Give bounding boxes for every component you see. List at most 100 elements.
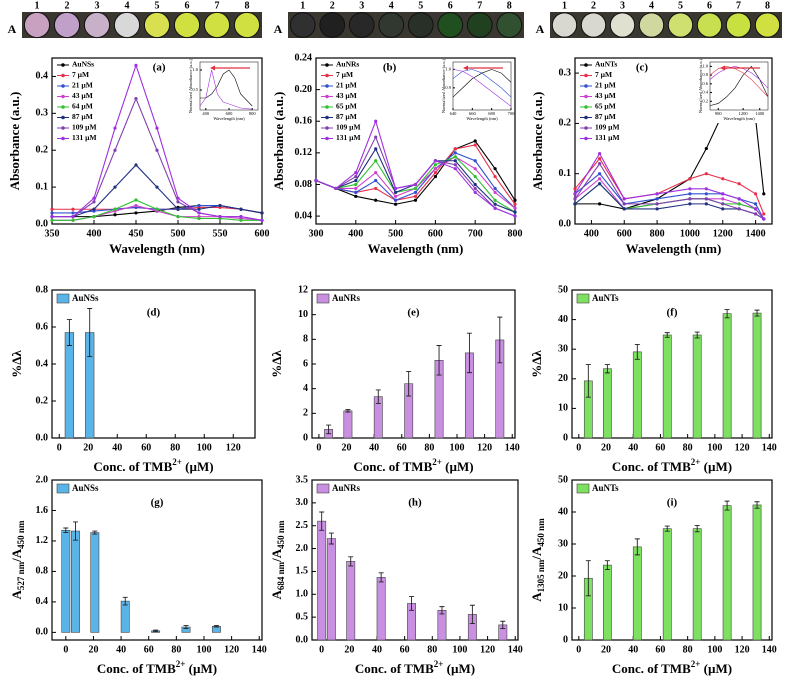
label-part: A	[9, 589, 24, 599]
x-tick-label: 40	[628, 442, 638, 453]
legend-label: 109 µM	[336, 123, 361, 132]
y-tick-label: 0.9	[445, 85, 451, 90]
x-tick-label: 60	[141, 442, 151, 453]
series-line	[574, 157, 765, 215]
error-bar	[348, 556, 354, 567]
x-tick-label: 1400	[755, 111, 765, 116]
label-part: Conc. of TMB	[612, 459, 691, 474]
bar	[752, 312, 762, 439]
x-tick-label: 60	[397, 442, 407, 453]
error-bar	[604, 560, 610, 571]
series-marker	[113, 126, 117, 130]
bar	[90, 532, 100, 633]
series-marker	[688, 187, 692, 191]
panel-label: (i)	[667, 497, 678, 509]
series-marker	[721, 177, 725, 181]
legend-marker	[61, 84, 65, 88]
bar	[662, 528, 672, 641]
legend-marker	[325, 105, 329, 109]
series-marker	[473, 139, 477, 143]
y-tick-label: 0.2	[36, 395, 49, 406]
legend-marker	[61, 126, 65, 130]
label-part: /A	[529, 546, 544, 561]
legend-label: AuNRs	[332, 293, 361, 303]
label-part: Conc. of TMB	[93, 459, 172, 474]
legend-marker	[61, 94, 65, 99]
series-marker	[453, 167, 457, 171]
x-tick-label: 0	[57, 442, 62, 453]
series-marker	[239, 218, 243, 222]
well	[466, 12, 493, 38]
legend-label: 43 µM	[595, 91, 616, 100]
series-marker	[433, 167, 437, 171]
well-number: 4	[389, 0, 394, 11]
y-tick-label: 50	[558, 474, 568, 485]
y-tick-label: 10	[298, 309, 308, 320]
series-marker	[493, 198, 497, 202]
well-number: 8	[507, 0, 512, 11]
strip-label: A	[274, 22, 283, 36]
y-tick-label: 1.2	[36, 535, 49, 546]
well-number: 5	[678, 0, 683, 11]
series-marker	[762, 192, 766, 196]
series-marker	[413, 198, 418, 202]
series-marker	[134, 203, 138, 208]
x-tick-label: 140	[252, 644, 267, 655]
y-tick-label: 0.8	[36, 284, 49, 295]
legend-label: 43 µM	[336, 91, 357, 100]
error-bar	[694, 524, 700, 533]
series-marker	[413, 186, 418, 191]
error-bar	[664, 332, 670, 338]
bar	[437, 609, 447, 641]
series-marker	[92, 200, 96, 204]
x-tick-label: 60	[655, 644, 665, 655]
inset-arrow-head	[720, 65, 725, 71]
bar	[61, 529, 71, 633]
error-bar	[634, 538, 640, 556]
error-bar	[328, 532, 334, 545]
y-tick-label: 0	[563, 432, 568, 443]
x-axis-label: Wavelength (nm)	[626, 241, 722, 256]
series-marker	[354, 194, 358, 198]
y-axis-label: Absorbance (a.u.)	[7, 92, 22, 191]
well	[348, 12, 375, 38]
y-tick-label: 0.0	[559, 218, 572, 229]
error-bar	[634, 344, 640, 360]
well	[83, 11, 111, 39]
x-tick-label: 100	[707, 442, 722, 453]
well-number: 2	[330, 0, 335, 11]
panel-label: (b)	[383, 62, 397, 74]
x-axis-label: Wavelength (nm)	[466, 116, 498, 121]
well-number: 6	[707, 0, 712, 11]
error-bar	[87, 308, 93, 358]
y-tick-label: 4	[303, 383, 308, 394]
legend-swatch	[576, 293, 590, 304]
series-marker	[176, 196, 180, 200]
series-marker	[354, 174, 358, 179]
bar	[317, 520, 327, 641]
x-tick-label: 20	[601, 644, 611, 655]
series-marker	[762, 212, 766, 216]
bar	[632, 546, 642, 641]
legend-label: 21 µM	[336, 81, 357, 90]
series-marker	[473, 167, 477, 171]
series-marker	[573, 202, 577, 206]
y-tick-label: 0.08	[295, 179, 313, 190]
series-marker	[598, 177, 602, 181]
x-tick-label: 640	[450, 111, 458, 116]
well-number: 7	[736, 0, 741, 11]
label-part: 450 nm	[536, 518, 546, 547]
x-tick-label: 0	[319, 644, 324, 655]
series-marker	[704, 197, 708, 201]
series-marker	[453, 155, 457, 159]
series-marker	[354, 186, 358, 191]
series-marker	[197, 216, 201, 221]
legend-label: 7 µM	[72, 70, 89, 79]
legend-label: AuNTs	[592, 483, 619, 493]
y-tick-label: 0.0	[296, 634, 309, 645]
series-marker	[473, 186, 477, 191]
bar	[326, 538, 336, 641]
series-marker	[374, 186, 378, 191]
x-tick-label: 500	[171, 228, 186, 239]
label-part: /A	[269, 548, 284, 563]
